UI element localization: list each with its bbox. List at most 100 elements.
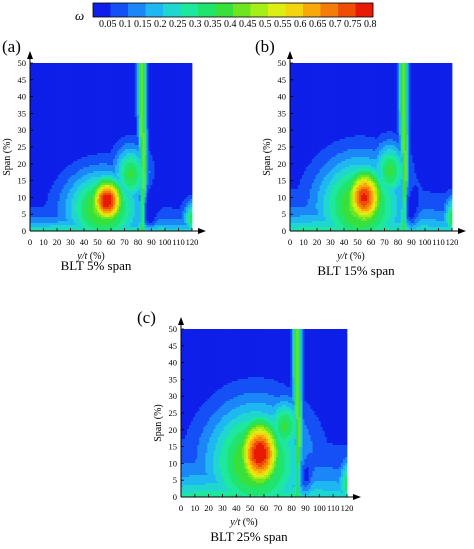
x-tick-label: 0 xyxy=(179,503,183,513)
heatmap-field xyxy=(181,329,347,497)
colorbar-swatch xyxy=(216,3,234,17)
x-tick-label: 30 xyxy=(326,237,335,247)
colorbar-swatch xyxy=(198,3,216,17)
panel-title: BLT 15% span xyxy=(317,263,395,278)
y-tick-label: 10 xyxy=(18,192,27,202)
panel-label: (b) xyxy=(255,37,275,56)
x-tick-label: 40 xyxy=(340,237,349,247)
colorbar-label: 0.7 xyxy=(329,19,342,30)
colorbar-swatch xyxy=(111,3,129,17)
y-tick-label: 45 xyxy=(278,75,287,85)
y-tick-label: 20 xyxy=(278,159,287,169)
colorbar-label: 0.3 xyxy=(189,19,202,30)
x-tick-label: 80 xyxy=(394,237,403,247)
y-tick-label: 30 xyxy=(18,125,27,135)
y-tick-label: 40 xyxy=(169,358,178,368)
y-tick-label: 30 xyxy=(169,391,178,401)
y-tick-label: 15 xyxy=(18,176,27,186)
x-tick-label: 0 xyxy=(288,237,292,247)
y-tick-label: 0 xyxy=(173,492,177,502)
y-tick-label: 20 xyxy=(18,159,27,169)
colorbar-legend: ω 0.05 0.1 0.15 0.2 0.25 0.3 0.35 0.4 0.45 0.5 0.5… xyxy=(75,3,377,30)
x-tick-label: 10 xyxy=(39,237,48,247)
colorbar-label: 0.65 xyxy=(309,19,327,30)
colorbar-label: 0.05 xyxy=(99,19,117,30)
colorbar-swatch xyxy=(93,3,111,17)
colorbar-label: 0.75 xyxy=(344,19,362,30)
x-tick-label: 40 xyxy=(232,503,241,513)
colorbar-label: 0.6 xyxy=(294,19,307,30)
y-tick-label: 5 xyxy=(282,209,286,219)
x-tick-label: 10 xyxy=(191,503,200,513)
y-tick-label: 40 xyxy=(18,92,27,102)
y-tick-label: 25 xyxy=(169,408,178,418)
panel-title: BLT 25% span xyxy=(210,529,288,544)
colorbar-swatch xyxy=(181,3,199,17)
y-tick-label: 0 xyxy=(22,226,26,236)
y-tick-label: 50 xyxy=(278,58,287,68)
colorbar-swatch xyxy=(128,3,146,17)
y-tick-label: 15 xyxy=(169,442,178,452)
x-axis-label: y/t (%) xyxy=(336,251,365,262)
panel-label: (a) xyxy=(2,37,21,56)
colorbar-swatch xyxy=(338,3,356,17)
x-tick-label: 110 xyxy=(327,503,339,513)
panel-label: (c) xyxy=(137,308,156,327)
x-tick-label: 90 xyxy=(147,237,156,247)
y-tick-label: 50 xyxy=(169,324,178,334)
x-tick-label: 60 xyxy=(107,237,116,247)
colorbar-label: 0.45 xyxy=(239,19,257,30)
colorbar-swatch xyxy=(356,3,374,17)
x-tick-label: 120 xyxy=(341,503,354,513)
x-tick-label: 30 xyxy=(66,237,75,247)
y-tick-label: 35 xyxy=(169,374,178,384)
colorbar-label: 0.25 xyxy=(169,19,187,30)
panel-c: 0 10 20 30 40 50 60 70 80 90 100 110 120051015202530… xyxy=(137,308,361,544)
colorbar-label: 0.8 xyxy=(364,19,377,30)
panel-b: 0 10 20 30 40 50 60 70 80 90 100 110 120051015202530… xyxy=(255,37,466,278)
y-tick-label: 30 xyxy=(278,125,287,135)
x-tick-label: 50 xyxy=(246,503,255,513)
x-tick-label: 70 xyxy=(274,503,283,513)
y-axis-label: Span (%) xyxy=(262,138,273,176)
y-tick-label: 45 xyxy=(169,341,178,351)
y-tick-label: 5 xyxy=(22,209,26,219)
heatmap-field xyxy=(290,63,452,231)
y-tick-label: 45 xyxy=(18,75,27,85)
colorbar-swatch xyxy=(233,3,251,17)
y-tick-label: 35 xyxy=(278,108,287,118)
y-tick-label: 40 xyxy=(278,92,287,102)
x-tick-label: 70 xyxy=(120,237,129,247)
panel-a: 0 10 20 30 40 50 60 70 80 90 100 110 120051015202530… xyxy=(2,37,206,273)
x-tick-label: 50 xyxy=(93,237,102,247)
x-tick-label: 20 xyxy=(53,237,62,247)
y-tick-label: 25 xyxy=(278,142,287,152)
y-tick-label: 35 xyxy=(18,108,27,118)
x-tick-label: 90 xyxy=(407,237,416,247)
colorbar-symbol: ω xyxy=(75,8,84,23)
colorbar-swatch xyxy=(163,3,181,17)
colorbar-swatch xyxy=(303,3,321,17)
y-axis-label: Span (%) xyxy=(2,138,13,176)
y-tick-label: 15 xyxy=(278,176,287,186)
y-tick-label: 50 xyxy=(18,58,27,68)
colorbar-swatch xyxy=(251,3,269,17)
x-tick-label: 30 xyxy=(218,503,227,513)
x-tick-label: 20 xyxy=(313,237,322,247)
x-tick-label: 100 xyxy=(419,237,432,247)
y-tick-label: 10 xyxy=(278,192,287,202)
x-tick-label: 120 xyxy=(446,237,459,247)
x-tick-label: 110 xyxy=(172,237,184,247)
heatmap-field xyxy=(30,63,192,231)
colorbar-label: 0.55 xyxy=(274,19,292,30)
x-tick-label: 10 xyxy=(299,237,308,247)
colorbar-swatch xyxy=(268,3,286,17)
x-tick-label: 80 xyxy=(134,237,143,247)
x-tick-label: 50 xyxy=(353,237,362,247)
colorbar-swatch xyxy=(321,3,339,17)
y-tick-label: 0 xyxy=(282,226,286,236)
x-tick-label: 110 xyxy=(432,237,444,247)
colorbar-swatch xyxy=(146,3,164,17)
y-axis-label: Span (%) xyxy=(153,404,164,442)
